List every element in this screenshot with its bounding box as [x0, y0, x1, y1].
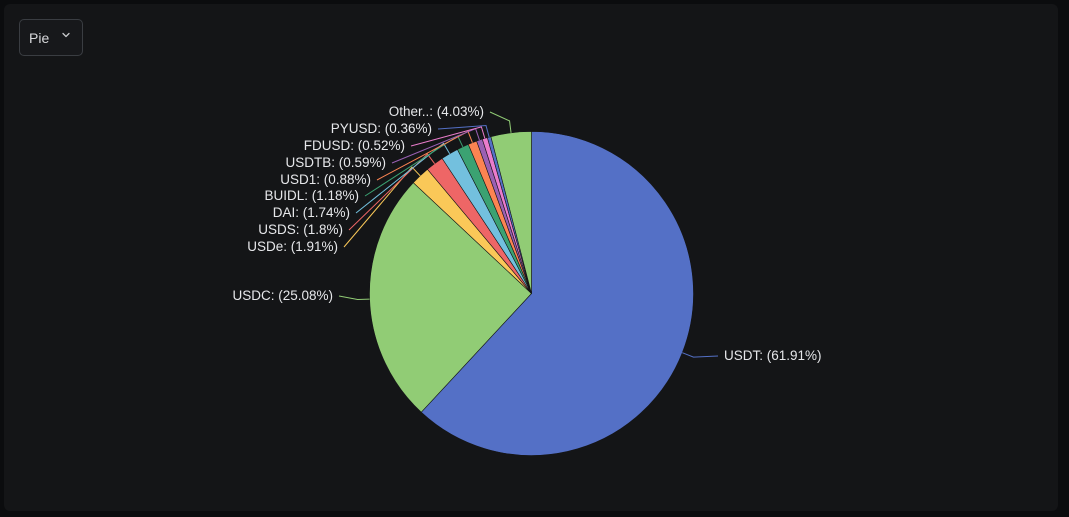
chart-type-dropdown[interactable]: Pie: [19, 19, 83, 56]
slice-label: USDT: (61.91%): [724, 348, 822, 363]
leader-line: [682, 352, 719, 358]
slice-label: PYUSD: (0.36%): [331, 121, 432, 136]
slice-label: FDUSD: (0.52%): [304, 138, 405, 153]
slice-label: DAI: (1.74%): [273, 205, 350, 220]
slice-label: USDTB: (0.59%): [285, 155, 386, 170]
slice-label: USDC: (25.08%): [232, 288, 333, 303]
slice-label: USDS: (1.8%): [258, 222, 343, 237]
leader-line: [348, 153, 436, 231]
slice-label: BUIDL: (1.18%): [264, 188, 359, 203]
chevron-down-icon: [62, 32, 70, 38]
leader-line: [410, 126, 486, 147]
leader-line: [437, 125, 490, 138]
leader-line: [355, 142, 451, 214]
slice-label: USDe: (1.91%): [247, 239, 338, 254]
chart-type-label: Pie: [29, 29, 50, 46]
pie-slice-usdc[interactable]: [369, 182, 532, 413]
slice-label: Other..: (4.03%): [389, 104, 484, 119]
leader-line: [489, 111, 512, 133]
slice-label: USD1: (0.88%): [280, 172, 371, 187]
leader-line: [343, 166, 421, 248]
pie-slice-other[interactable]: [490, 131, 532, 294]
leader-line: [338, 295, 370, 301]
